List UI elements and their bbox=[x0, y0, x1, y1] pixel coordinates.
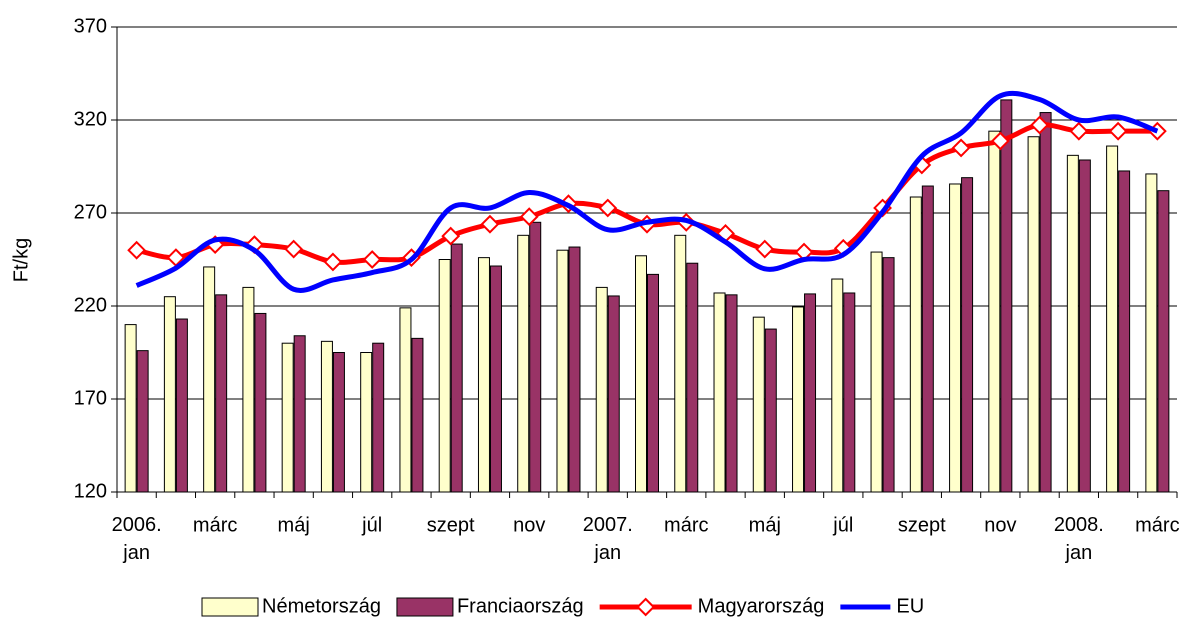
bar bbox=[870, 251, 883, 493]
bar bbox=[988, 130, 1001, 493]
marker bbox=[284, 239, 304, 259]
bar bbox=[136, 350, 149, 493]
bar bbox=[949, 183, 962, 493]
y-tick-label: 370 bbox=[74, 15, 107, 37]
bar bbox=[1000, 99, 1013, 493]
bar bbox=[281, 342, 294, 493]
marker bbox=[323, 252, 343, 272]
x-tick-label: 2006. jan bbox=[112, 514, 162, 564]
bar bbox=[372, 342, 385, 493]
marker bbox=[755, 239, 775, 259]
legend-label: Franciaország bbox=[457, 595, 584, 617]
marker bbox=[951, 138, 971, 158]
bar bbox=[607, 295, 620, 493]
y-tick-label: 220 bbox=[74, 294, 107, 316]
y-tick-label: 320 bbox=[74, 108, 107, 130]
bar bbox=[568, 246, 581, 493]
marker bbox=[1108, 121, 1128, 141]
x-tick-label: nov bbox=[513, 514, 545, 536]
bar bbox=[293, 335, 306, 493]
x-tick-label: 2007. jan bbox=[583, 514, 633, 564]
y-tick-label: 170 bbox=[74, 387, 107, 409]
bar bbox=[595, 286, 608, 493]
bar bbox=[411, 337, 424, 493]
bar bbox=[477, 257, 490, 493]
bar bbox=[517, 234, 530, 493]
bar bbox=[831, 278, 844, 493]
bar bbox=[556, 249, 569, 493]
bar bbox=[529, 221, 542, 493]
x-tick-label: nov bbox=[984, 514, 1016, 536]
marker bbox=[519, 207, 539, 227]
bar bbox=[1157, 190, 1170, 493]
bar bbox=[438, 259, 451, 493]
y-axis-label: Ft/kg bbox=[10, 238, 32, 282]
marker bbox=[362, 250, 382, 269]
x-tick-label: 2008. jan bbox=[1054, 514, 1104, 564]
line bbox=[135, 90, 1159, 293]
bar bbox=[1066, 154, 1079, 493]
bar bbox=[1106, 145, 1119, 493]
bar bbox=[163, 296, 176, 493]
x-tick-label: márc bbox=[664, 514, 708, 536]
x-tick-label: júl bbox=[832, 514, 853, 536]
bar bbox=[1027, 136, 1040, 493]
marker bbox=[480, 214, 500, 234]
bar bbox=[725, 294, 738, 493]
bar bbox=[635, 255, 647, 493]
bar bbox=[332, 352, 345, 493]
marker bbox=[990, 131, 1010, 151]
bar bbox=[713, 292, 726, 493]
x-tick-label: júl bbox=[361, 514, 382, 536]
marker bbox=[1069, 121, 1089, 141]
bar bbox=[843, 292, 856, 493]
x-tick-label: szept bbox=[427, 514, 475, 536]
bar bbox=[909, 196, 922, 493]
legend-swatch bbox=[396, 597, 454, 617]
x-tick-label: szept bbox=[898, 514, 946, 536]
marker bbox=[127, 240, 147, 260]
bar bbox=[686, 262, 699, 493]
legend-label: Magyarország bbox=[698, 595, 825, 617]
bar bbox=[674, 234, 687, 493]
legend-swatch bbox=[201, 597, 259, 617]
bar bbox=[489, 265, 502, 493]
y-tick-label: 270 bbox=[74, 201, 107, 223]
x-tick-label: márc bbox=[193, 514, 237, 536]
x-tick-label: máj bbox=[278, 514, 310, 536]
legend-label: EU bbox=[896, 595, 924, 617]
bar bbox=[792, 306, 805, 493]
bar bbox=[175, 318, 188, 493]
bar bbox=[320, 340, 333, 493]
bar bbox=[399, 307, 412, 493]
bar bbox=[804, 293, 817, 493]
legend-label: Németország bbox=[262, 595, 381, 617]
x-tick-label: máj bbox=[749, 514, 781, 536]
bar bbox=[1039, 112, 1052, 493]
bar bbox=[215, 294, 228, 493]
legend-marker bbox=[636, 597, 656, 617]
bar bbox=[124, 324, 137, 493]
bar bbox=[203, 266, 216, 493]
bar bbox=[921, 185, 934, 493]
x-tick-label: márc bbox=[1135, 514, 1179, 536]
bar bbox=[961, 177, 974, 493]
bar bbox=[647, 273, 659, 493]
bar bbox=[764, 328, 777, 493]
marker bbox=[441, 226, 461, 246]
y-tick-label: 120 bbox=[74, 480, 107, 502]
bar bbox=[1078, 159, 1091, 493]
bar bbox=[254, 312, 267, 493]
bar bbox=[1118, 170, 1131, 493]
bar bbox=[882, 257, 895, 493]
bar bbox=[1145, 173, 1158, 493]
bar bbox=[752, 316, 765, 493]
marker bbox=[1030, 115, 1050, 135]
bar bbox=[450, 243, 463, 493]
bar bbox=[360, 352, 373, 493]
marker bbox=[598, 198, 618, 218]
bar bbox=[242, 286, 255, 493]
